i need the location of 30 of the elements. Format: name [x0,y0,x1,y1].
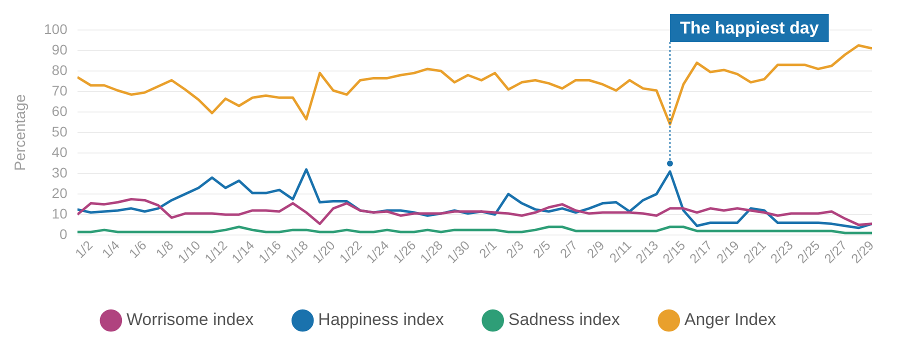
x-tick-label: 1/6 [126,238,150,262]
legend-label: Sadness index [508,310,620,330]
y-tick-label: 70 [52,82,68,98]
legend-label: Happiness index [318,310,444,330]
y-tick-label: 10 [52,205,68,222]
x-tick-label: 2/9 [584,238,608,262]
x-tick-label: 1/2 [72,238,96,262]
y-tick-label: 100 [44,20,68,37]
x-tick-label: 2/3 [503,238,526,262]
y-tick-label: 30 [52,164,68,180]
y-tick-label: 60 [52,102,68,119]
y-tick-label: 20 [52,184,68,201]
x-tick-label: 1/4 [99,238,122,262]
x-tick-label: 2/21 [740,238,769,266]
x-tick-label: 2/29 [848,238,877,266]
x-tick-label: 2/7 [556,238,580,262]
y-tick-label: 0 [60,226,68,242]
x-tick-label: 2/19 [713,238,742,266]
x-tick-label: 2/5 [530,238,554,262]
x-tick-label: 2/1 [476,238,500,262]
y-tick-label: 50 [52,123,68,140]
x-tick-label: 1/8 [152,238,176,262]
y-tick-label: 90 [52,41,68,58]
y-tick-label: 40 [52,144,68,160]
annotation: The happiest day [680,18,820,38]
x-tick-label: 2/11 [606,238,634,266]
y-tick-label: 80 [52,62,68,78]
legend-label: Worrisome index [126,310,254,330]
legend-label: Anger Index [684,310,777,330]
y-axis-title: Percentage [12,94,30,171]
